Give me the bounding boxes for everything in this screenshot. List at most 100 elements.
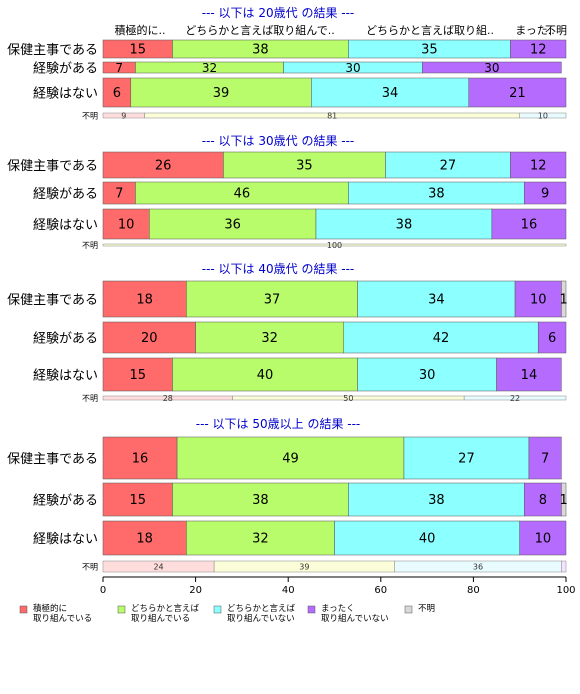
row-label: 保健主事である: [7, 43, 98, 58]
data-label: 38: [428, 187, 445, 202]
row-label: 経験がある: [33, 187, 98, 202]
data-label: 27: [440, 159, 457, 174]
unknown-bar-segment: [102, 243, 567, 247]
x-tick-label: 20: [189, 585, 202, 596]
bar-segment-active: [102, 321, 196, 354]
legend-label-active-line2: 取り組んでいる: [33, 613, 92, 624]
data-label: 18: [136, 532, 153, 547]
unknown-row-label: 不明: [82, 394, 98, 403]
legend-label-somewhat-active-line2: 取り組んでいる: [131, 613, 190, 624]
unknown-row-label: 不明: [82, 563, 98, 572]
unknown-data-label: 36: [473, 563, 483, 572]
data-label: 38: [252, 43, 269, 58]
unknown-data-label: 39: [299, 563, 309, 572]
data-label: 15: [129, 43, 146, 58]
unknown-data-label: 9: [121, 112, 126, 121]
x-tick-label: 80: [467, 585, 480, 596]
legend-swatch-somewhat-inactive: [213, 605, 222, 614]
legend-swatch-somewhat-active: [117, 605, 126, 614]
data-label: 30: [419, 368, 436, 383]
bar-segment-somewhat-active: [172, 482, 349, 517]
data-label: 35: [421, 43, 438, 58]
row-label: 保健主事である: [7, 159, 98, 174]
legend-label-somewhat-active: どちらかと言えば: [131, 603, 200, 614]
data-label: 1: [560, 293, 568, 308]
bar-segment-unknown: [561, 280, 567, 318]
bar-segment-active: [102, 357, 173, 392]
bar-segment-somewhat-inactive: [343, 321, 539, 354]
data-label: 30: [345, 61, 360, 75]
data-label: 7: [541, 452, 549, 467]
data-label: 10: [535, 532, 552, 547]
data-label: 8: [539, 493, 547, 508]
bar-segment-inactive: [422, 61, 562, 74]
data-label: 32: [261, 331, 278, 346]
row-label: 保健主事である: [7, 293, 98, 308]
bar-segment-inactive: [510, 39, 567, 59]
data-label: 38: [428, 493, 445, 508]
x-tick-label: 0: [100, 585, 106, 596]
data-label: 40: [419, 532, 436, 547]
unknown-bar-segment: [463, 395, 567, 401]
bar-segment-somewhat-inactive: [334, 520, 520, 556]
bar-segment-inactive: [468, 77, 567, 108]
column-header-active: 積極的に..: [115, 23, 166, 37]
data-label: 10: [530, 293, 547, 308]
data-label: 46: [234, 187, 251, 202]
data-label: 27: [458, 452, 475, 467]
unknown-row-label: 不明: [82, 241, 98, 250]
row-label: 経験はない: [33, 87, 98, 102]
data-label: 30: [484, 61, 499, 75]
data-label: 21: [509, 86, 526, 101]
bar-segment-somewhat-active: [186, 520, 335, 556]
column-header-unknown: 不明: [545, 24, 567, 37]
bar-segment-somewhat-inactive: [385, 151, 511, 179]
data-label: 38: [396, 218, 413, 233]
bar-segment-active: [102, 482, 173, 517]
legend-label-somewhat-inactive-line2: 取り組んでいない: [227, 613, 295, 624]
row-label: 保健主事である: [7, 452, 98, 467]
legend-label-unknown: 不明: [418, 604, 435, 614]
bar-segment-somewhat-inactive: [348, 482, 525, 517]
data-label: 12: [530, 159, 547, 174]
x-tick-label: 60: [374, 585, 387, 596]
panel-title-4: --- 以下は 50歳以上 の結果 ---: [196, 417, 361, 431]
data-label: 32: [252, 532, 269, 547]
row-label: 経験はない: [33, 369, 98, 384]
data-label: 6: [548, 331, 556, 346]
data-label: 14: [521, 368, 538, 383]
unknown-bar-segment: [519, 112, 567, 119]
bar-segment-inactive: [514, 280, 562, 318]
data-label: 32: [202, 61, 217, 75]
x-tick-label: 100: [556, 585, 575, 596]
data-label: 16: [132, 452, 149, 467]
data-label: 12: [530, 43, 547, 58]
bar-segment-somewhat-inactive: [315, 208, 493, 240]
bar-segment-inactive: [524, 482, 562, 517]
row-label: 経験がある: [33, 62, 98, 77]
data-label: 10: [118, 218, 135, 233]
data-label: 39: [213, 86, 230, 101]
unknown-data-label: 50: [343, 394, 353, 403]
data-label: 20: [141, 331, 158, 346]
unknown-data-label: 28: [163, 394, 173, 403]
legend-swatch-unknown: [404, 605, 413, 614]
bar-segment-inactive: [519, 520, 567, 556]
bar-segment-inactive: [496, 357, 562, 392]
x-tick-label: 40: [282, 585, 295, 596]
unknown-row-label: 不明: [82, 112, 98, 121]
data-label: 9: [541, 187, 549, 202]
data-label: 1: [560, 493, 568, 508]
panel-title-3: --- 以下は 40歳代 の結果 ---: [202, 262, 355, 276]
unknown-data-label: 22: [510, 394, 520, 403]
column-header-inactive: まった..: [515, 24, 555, 37]
bar-segment-somewhat-inactive: [357, 357, 497, 392]
unknown-data-label: 10: [538, 112, 548, 121]
bar-segment-somewhat-active: [176, 436, 405, 480]
data-label: 34: [428, 293, 445, 308]
data-label: 38: [252, 493, 269, 508]
data-label: 6: [113, 86, 121, 101]
bar-segment-unknown: [561, 482, 567, 517]
bar-segment-inactive: [537, 321, 567, 354]
bar-segment-somewhat-active: [172, 357, 358, 392]
